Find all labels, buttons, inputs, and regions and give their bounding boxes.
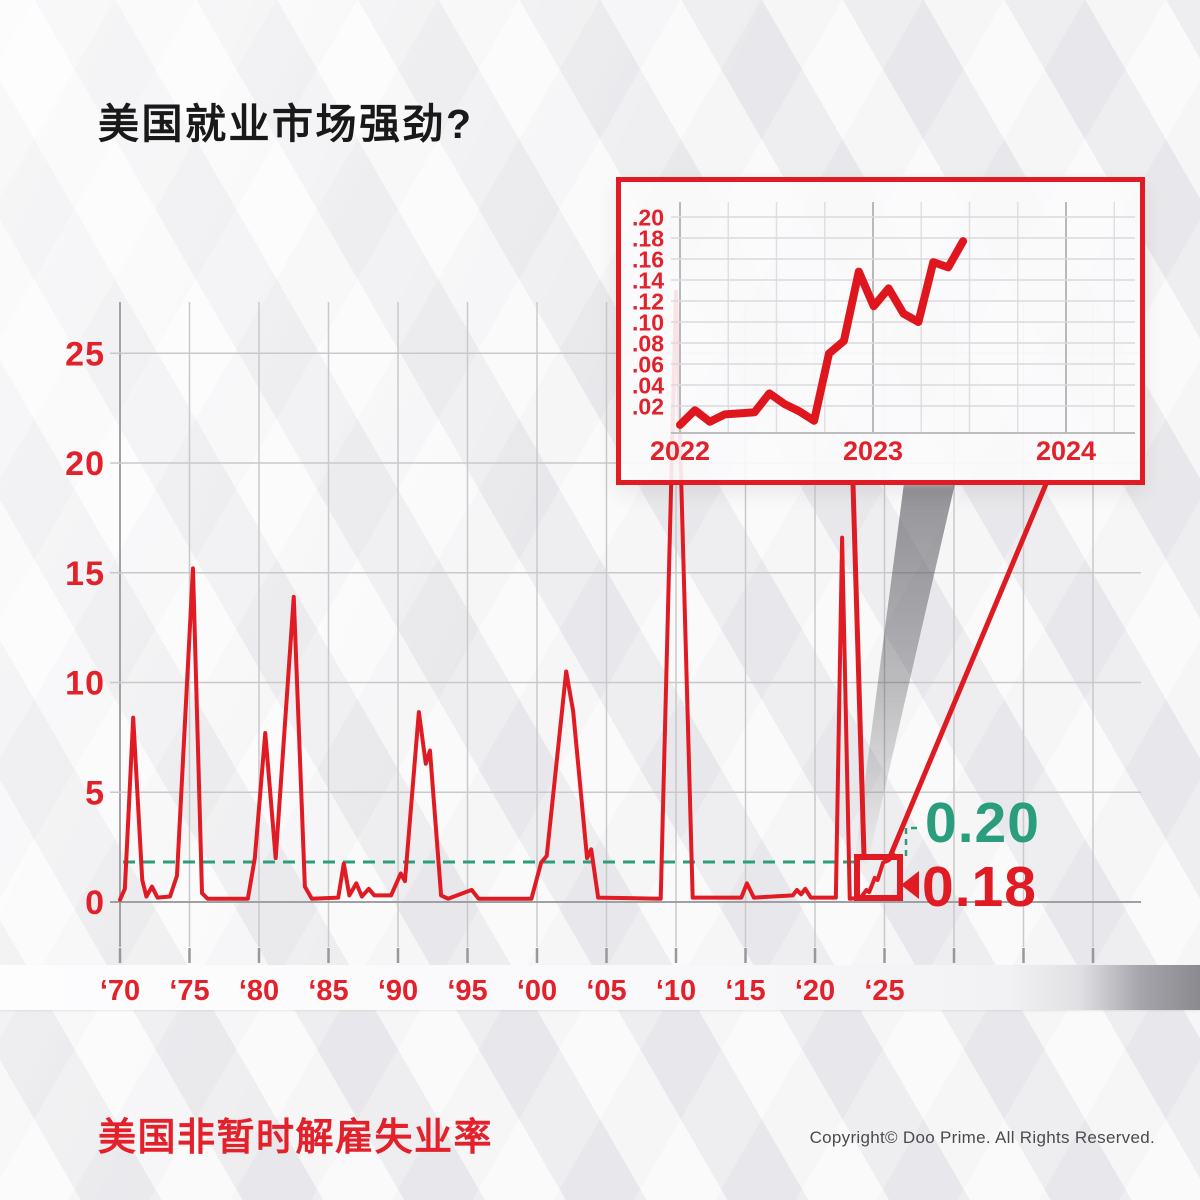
x-axis-label: ‘00 — [516, 975, 558, 1007]
threshold-value-label: 0.20 — [925, 791, 1040, 855]
projection-line-left — [850, 483, 867, 857]
current-value-label: 0.18 — [922, 855, 1037, 919]
x-axis-label: ‘05 — [586, 975, 627, 1007]
projection-line-right — [886, 483, 1049, 860]
inset-y-label: .20 — [632, 204, 664, 230]
chart-caption: 美国非暂时解雇失业率 — [98, 1117, 494, 1159]
inset-y-label: .06 — [632, 351, 664, 377]
x-axis-label: ‘70 — [99, 975, 141, 1007]
inset-y-label: .04 — [632, 372, 664, 398]
main-series-line — [118, 289, 896, 902]
inset-y-label: .08 — [632, 330, 664, 356]
y-axis-label: 5 — [85, 774, 105, 812]
page-title: 美国就业市场强劲? — [98, 101, 474, 147]
x-axis-label: ‘15 — [725, 975, 766, 1007]
x-axis-label: ‘20 — [794, 975, 836, 1007]
x-axis-label: ‘85 — [308, 975, 349, 1007]
y-axis-label: 15 — [65, 555, 105, 593]
x-axis-label: ‘95 — [447, 975, 488, 1007]
x-axis-label: ‘75 — [169, 975, 210, 1007]
inset-y-label: .02 — [632, 393, 664, 419]
inset-y-label: .18 — [632, 225, 664, 251]
x-axis-label: ‘80 — [238, 975, 280, 1007]
timeline-ribbon — [0, 965, 1200, 1010]
inset-x-label: 2024 — [1036, 436, 1096, 466]
y-axis-label: 20 — [65, 445, 105, 483]
copyright-text: Copyright© Doo Prime. All Rights Reserve… — [809, 1128, 1155, 1147]
inset-chart: .20.18.16.14.12.10.08.06.04.02 2022 2023 20… — [632, 202, 1135, 466]
inset-y-label: .16 — [632, 246, 664, 272]
inset-x-label: 2023 — [843, 436, 903, 466]
y-axis-label: 0 — [85, 884, 105, 922]
inset-chart-panel: .20.18.16.14.12.10.08.06.04.02 2022 2023 20… — [616, 177, 1145, 485]
inset-y-label: .14 — [632, 267, 664, 293]
highlight-box — [854, 854, 903, 901]
y-axis-label: 25 — [65, 335, 105, 373]
inset-x-label: 2022 — [650, 436, 710, 466]
x-axis-label: ‘25 — [864, 975, 905, 1007]
inset-y-label: .10 — [632, 309, 664, 335]
x-axis-label: ‘10 — [655, 975, 697, 1007]
y-axis-label: 10 — [65, 665, 105, 703]
green-elbow-dashed — [904, 826, 921, 856]
inset-y-label: .12 — [632, 288, 664, 314]
arrow-left-icon — [901, 871, 919, 899]
x-axis-label: ‘90 — [377, 975, 419, 1007]
inset-series-line — [676, 237, 968, 429]
